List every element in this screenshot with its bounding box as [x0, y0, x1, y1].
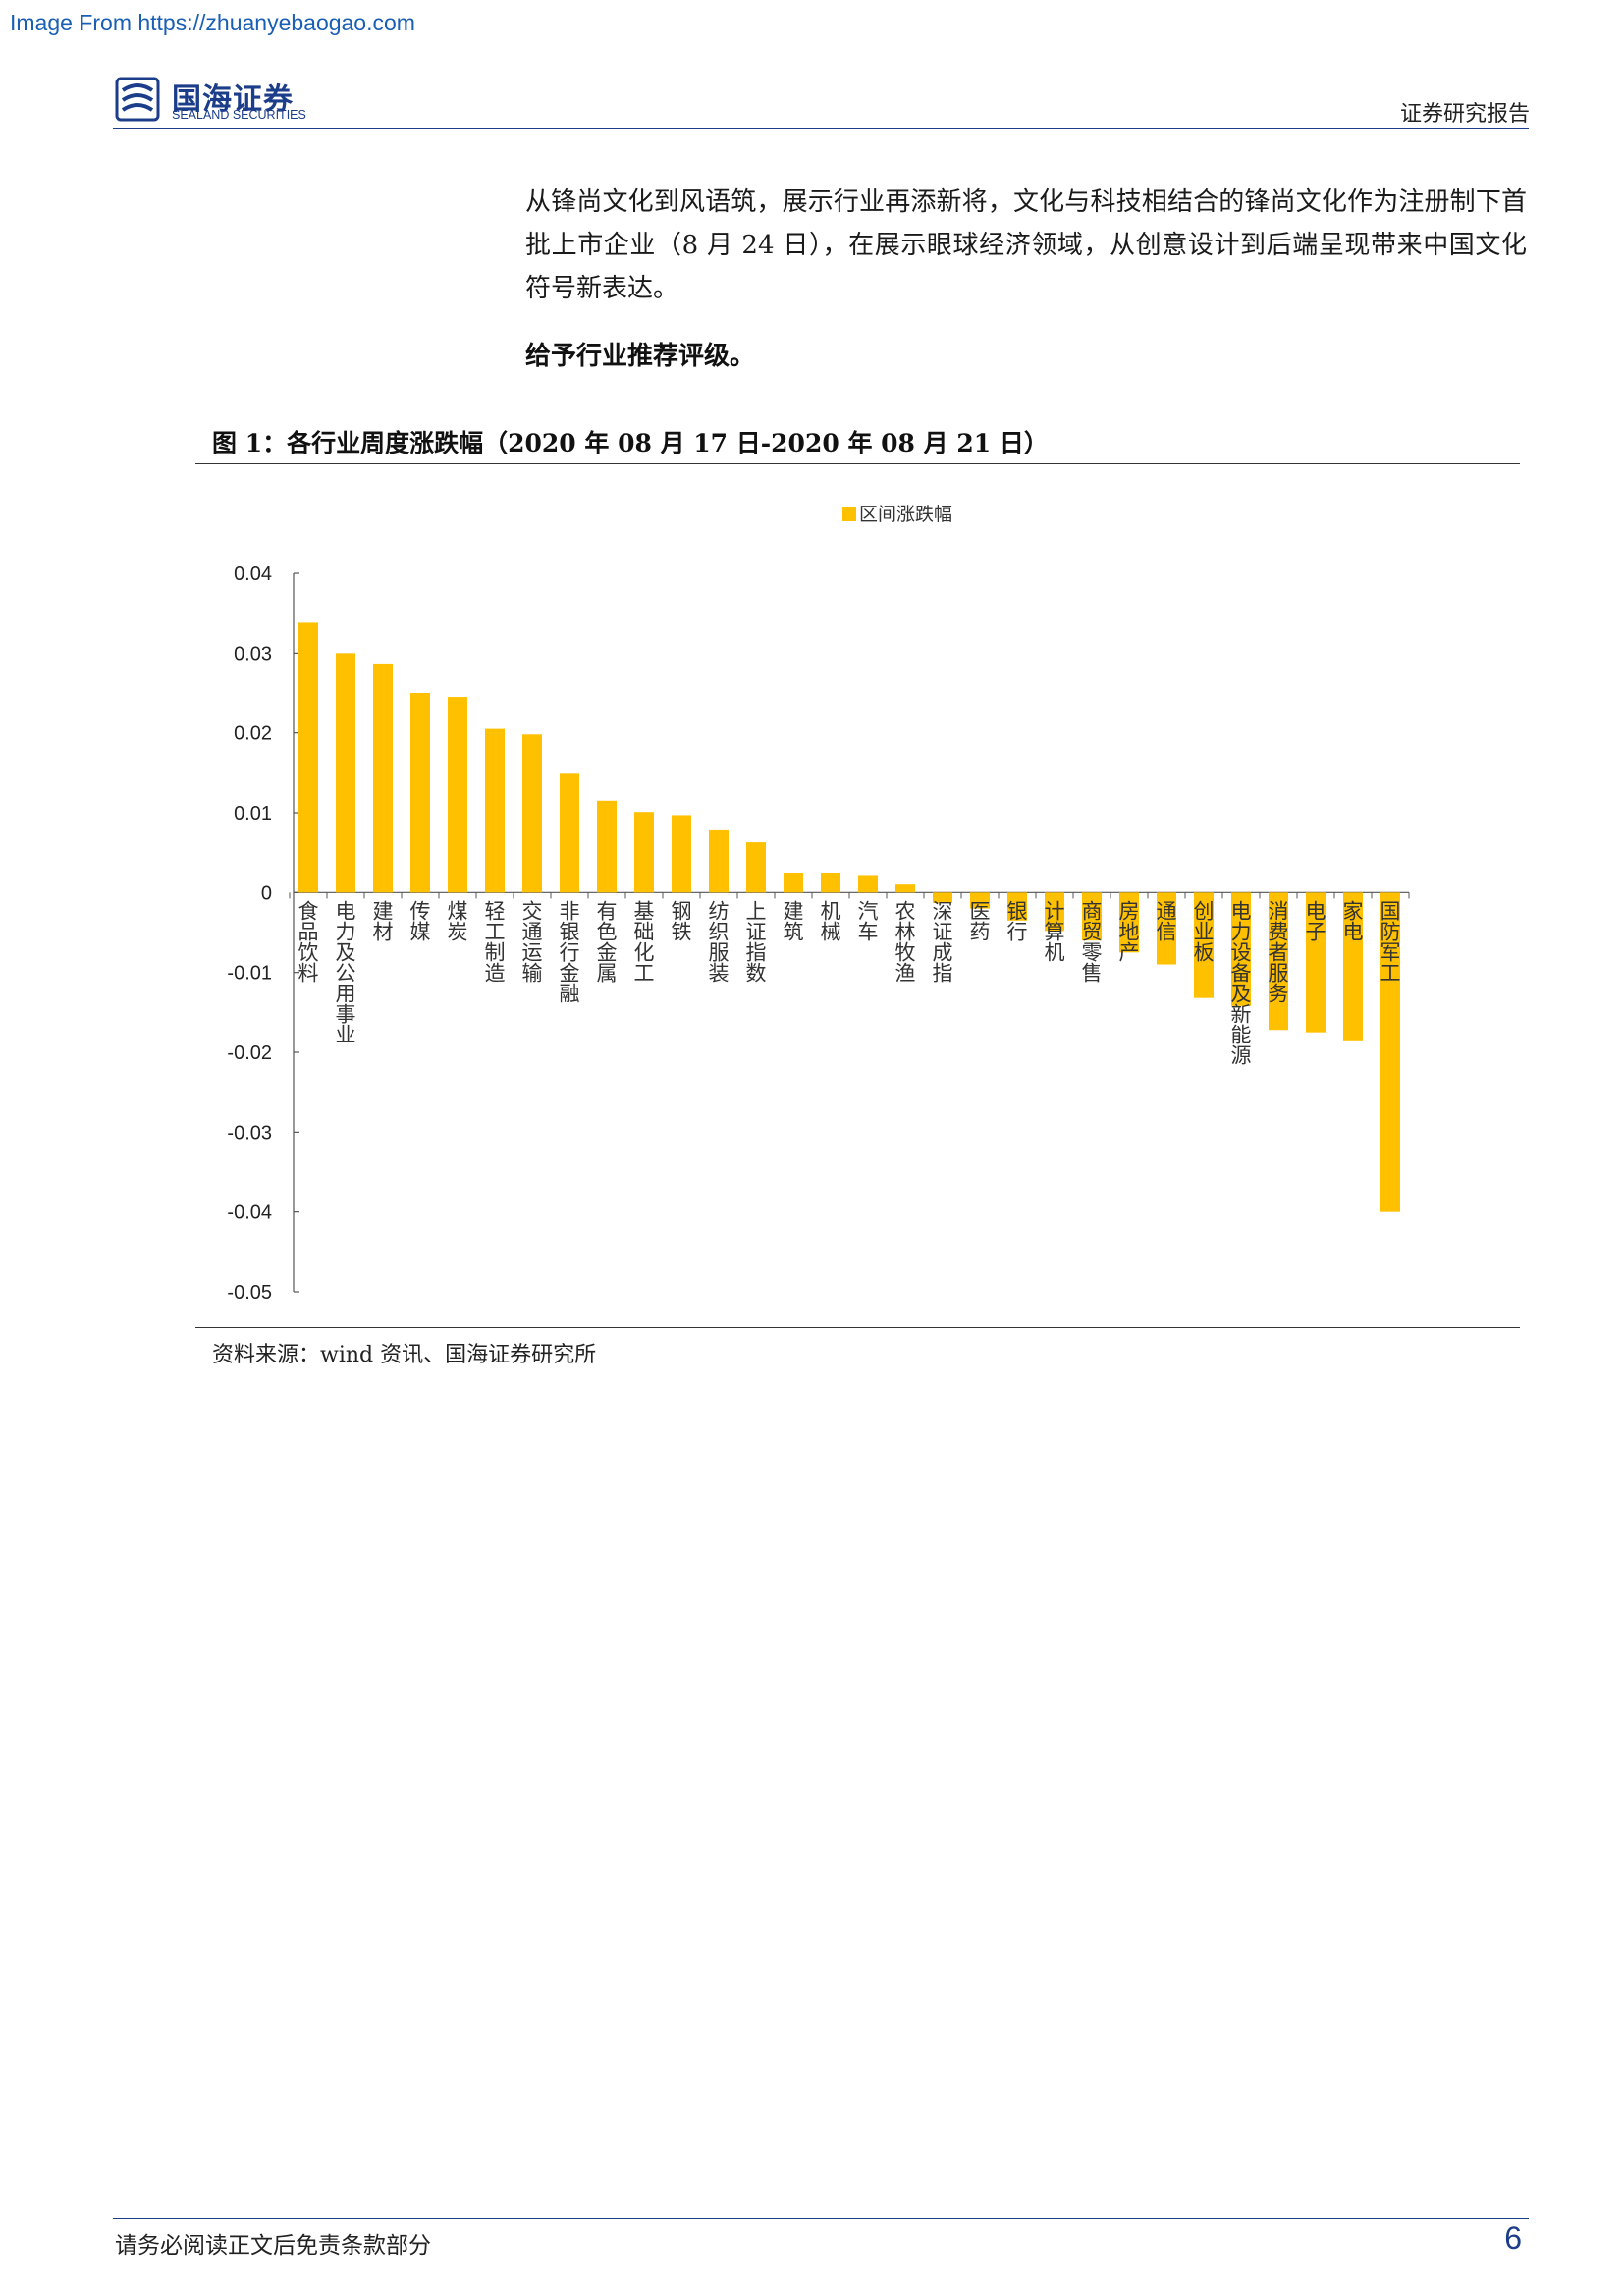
bar	[1269, 892, 1288, 1031]
category-label: 房地产	[1119, 899, 1140, 964]
category-label: 建筑	[784, 899, 804, 943]
bar	[336, 653, 355, 893]
category-label: 国防军工	[1380, 899, 1401, 985]
y-tick-label: -0.01	[227, 963, 272, 985]
category-label: 家电	[1343, 899, 1364, 943]
y-tick-label: 0.02	[234, 723, 272, 745]
category-label: 非银行金融	[560, 899, 580, 1005]
bar	[784, 873, 803, 893]
category-label: 钢铁	[672, 899, 692, 943]
body-paragraph: 从锋尚文化到风语筑，展示行业再添新将，文化与科技相结合的锋尚文化作为注册制下首批…	[525, 187, 1527, 303]
logo-chinese-name: 国海证券	[172, 82, 294, 117]
bar	[858, 875, 878, 893]
figure-source: 资料来源：wind 资讯、国海证券研究所	[212, 1343, 597, 1367]
category-label: 创业板	[1194, 899, 1215, 964]
category-label: 计算机	[1045, 899, 1065, 964]
bar	[709, 829, 729, 893]
y-tick-label: -0.02	[227, 1042, 272, 1064]
category-label: 银行	[1007, 899, 1028, 943]
y-tick-label: -0.03	[227, 1122, 272, 1144]
bar	[1045, 892, 1064, 932]
industry-weekly-change-chart: 区间涨跌幅 0.04 0.03 0.02 0.01 0 -0.01 -0.02 -0.03 -0…	[227, 504, 1410, 1304]
category-label: 纺织服装	[709, 899, 730, 985]
bar	[746, 842, 766, 893]
category-label: 汽车	[858, 899, 879, 943]
rating-statement: 给予行业推荐评级。	[525, 342, 756, 371]
bar	[410, 693, 430, 893]
bar	[597, 800, 617, 893]
category-label: 商贸零售	[1082, 899, 1103, 985]
bar	[1231, 892, 1251, 1006]
category-label: 医药	[970, 899, 991, 943]
bar	[1343, 892, 1363, 1041]
category-label: 电力及公用事业	[336, 899, 356, 1046]
category-label: 电子	[1306, 899, 1326, 943]
y-tick-labels: 0.04 0.03 0.02 0.01 0 -0.01 -0.02 -0.03 -0.04 -0.…	[227, 563, 272, 1304]
category-label: 轻工制造	[485, 899, 506, 985]
bar	[1082, 892, 1102, 941]
category-label: 消费者服务	[1269, 899, 1289, 1005]
category-label: 有色金属	[597, 899, 618, 985]
bar	[1194, 892, 1214, 998]
figure-title: 图 1：各行业周度涨跌幅（2020 年 08 月 17 日-2020 年 08 …	[212, 429, 1049, 457]
figure-bottom-rule	[195, 1327, 1520, 1328]
bar	[895, 884, 915, 893]
y-tick-label: 0	[261, 882, 272, 904]
category-label: 传媒	[410, 899, 431, 943]
bar	[821, 873, 840, 893]
header-divider	[113, 128, 1529, 129]
bar	[373, 663, 393, 893]
y-tick-label: 0.03	[234, 643, 272, 665]
bar	[1306, 892, 1326, 1033]
y-tick-label: 0.01	[234, 803, 272, 825]
bar	[672, 815, 691, 893]
category-label: 建材	[373, 899, 394, 943]
bar	[1007, 892, 1027, 921]
category-label: 深证成指	[933, 899, 953, 985]
category-label: 上证指数	[746, 899, 767, 985]
legend-label: 区间涨跌幅	[859, 504, 952, 525]
bar	[1157, 892, 1176, 965]
category-label: 通信	[1157, 899, 1177, 943]
footer-disclaimer: 请务必阅读正文后免责条款部分	[115, 2233, 431, 2259]
category-labels: 食品饮料电力及公用事业建材传媒煤炭轻工制造交通运输非银行金融有色金属基础化工钢铁…	[298, 899, 1401, 1067]
bar	[485, 728, 505, 893]
category-label: 煤炭	[448, 899, 468, 943]
sealand-logo-icon	[115, 77, 160, 122]
bar	[970, 892, 990, 909]
bar	[522, 734, 542, 893]
bar	[933, 892, 952, 903]
category-label: 基础化工	[634, 899, 655, 985]
category-label: 交通运输	[522, 899, 543, 985]
logo-english-name: SEALAND SECURITIES	[172, 108, 306, 122]
company-logo: 国海证券 SEALAND SECURITIES	[115, 75, 321, 124]
page-number: 6	[1504, 2220, 1522, 2256]
y-tick-label: -0.04	[227, 1202, 272, 1224]
y-tick-label: -0.05	[227, 1282, 272, 1304]
category-label: 电力设备及新能源	[1231, 899, 1252, 1067]
bar	[1119, 892, 1139, 953]
figure-top-rule	[195, 463, 1520, 464]
category-label: 农林牧渔	[895, 899, 916, 985]
bar	[634, 812, 654, 893]
bar	[1380, 892, 1400, 1212]
category-label: 食品饮料	[298, 899, 319, 985]
y-tick-label: 0.04	[234, 563, 272, 585]
footer-divider	[113, 2218, 1529, 2219]
source-watermark[interactable]: Image From https://zhuanyebaogao.com	[10, 10, 415, 35]
bar	[448, 697, 467, 893]
legend-swatch	[842, 507, 856, 521]
chart-bars	[298, 622, 1400, 1212]
bar	[298, 622, 318, 893]
category-label: 机械	[821, 899, 841, 943]
bar	[560, 773, 579, 893]
chart-legend: 区间涨跌幅	[842, 504, 952, 525]
chart-axes	[289, 572, 1410, 1293]
report-type-label: 证券研究报告	[1399, 102, 1530, 127]
